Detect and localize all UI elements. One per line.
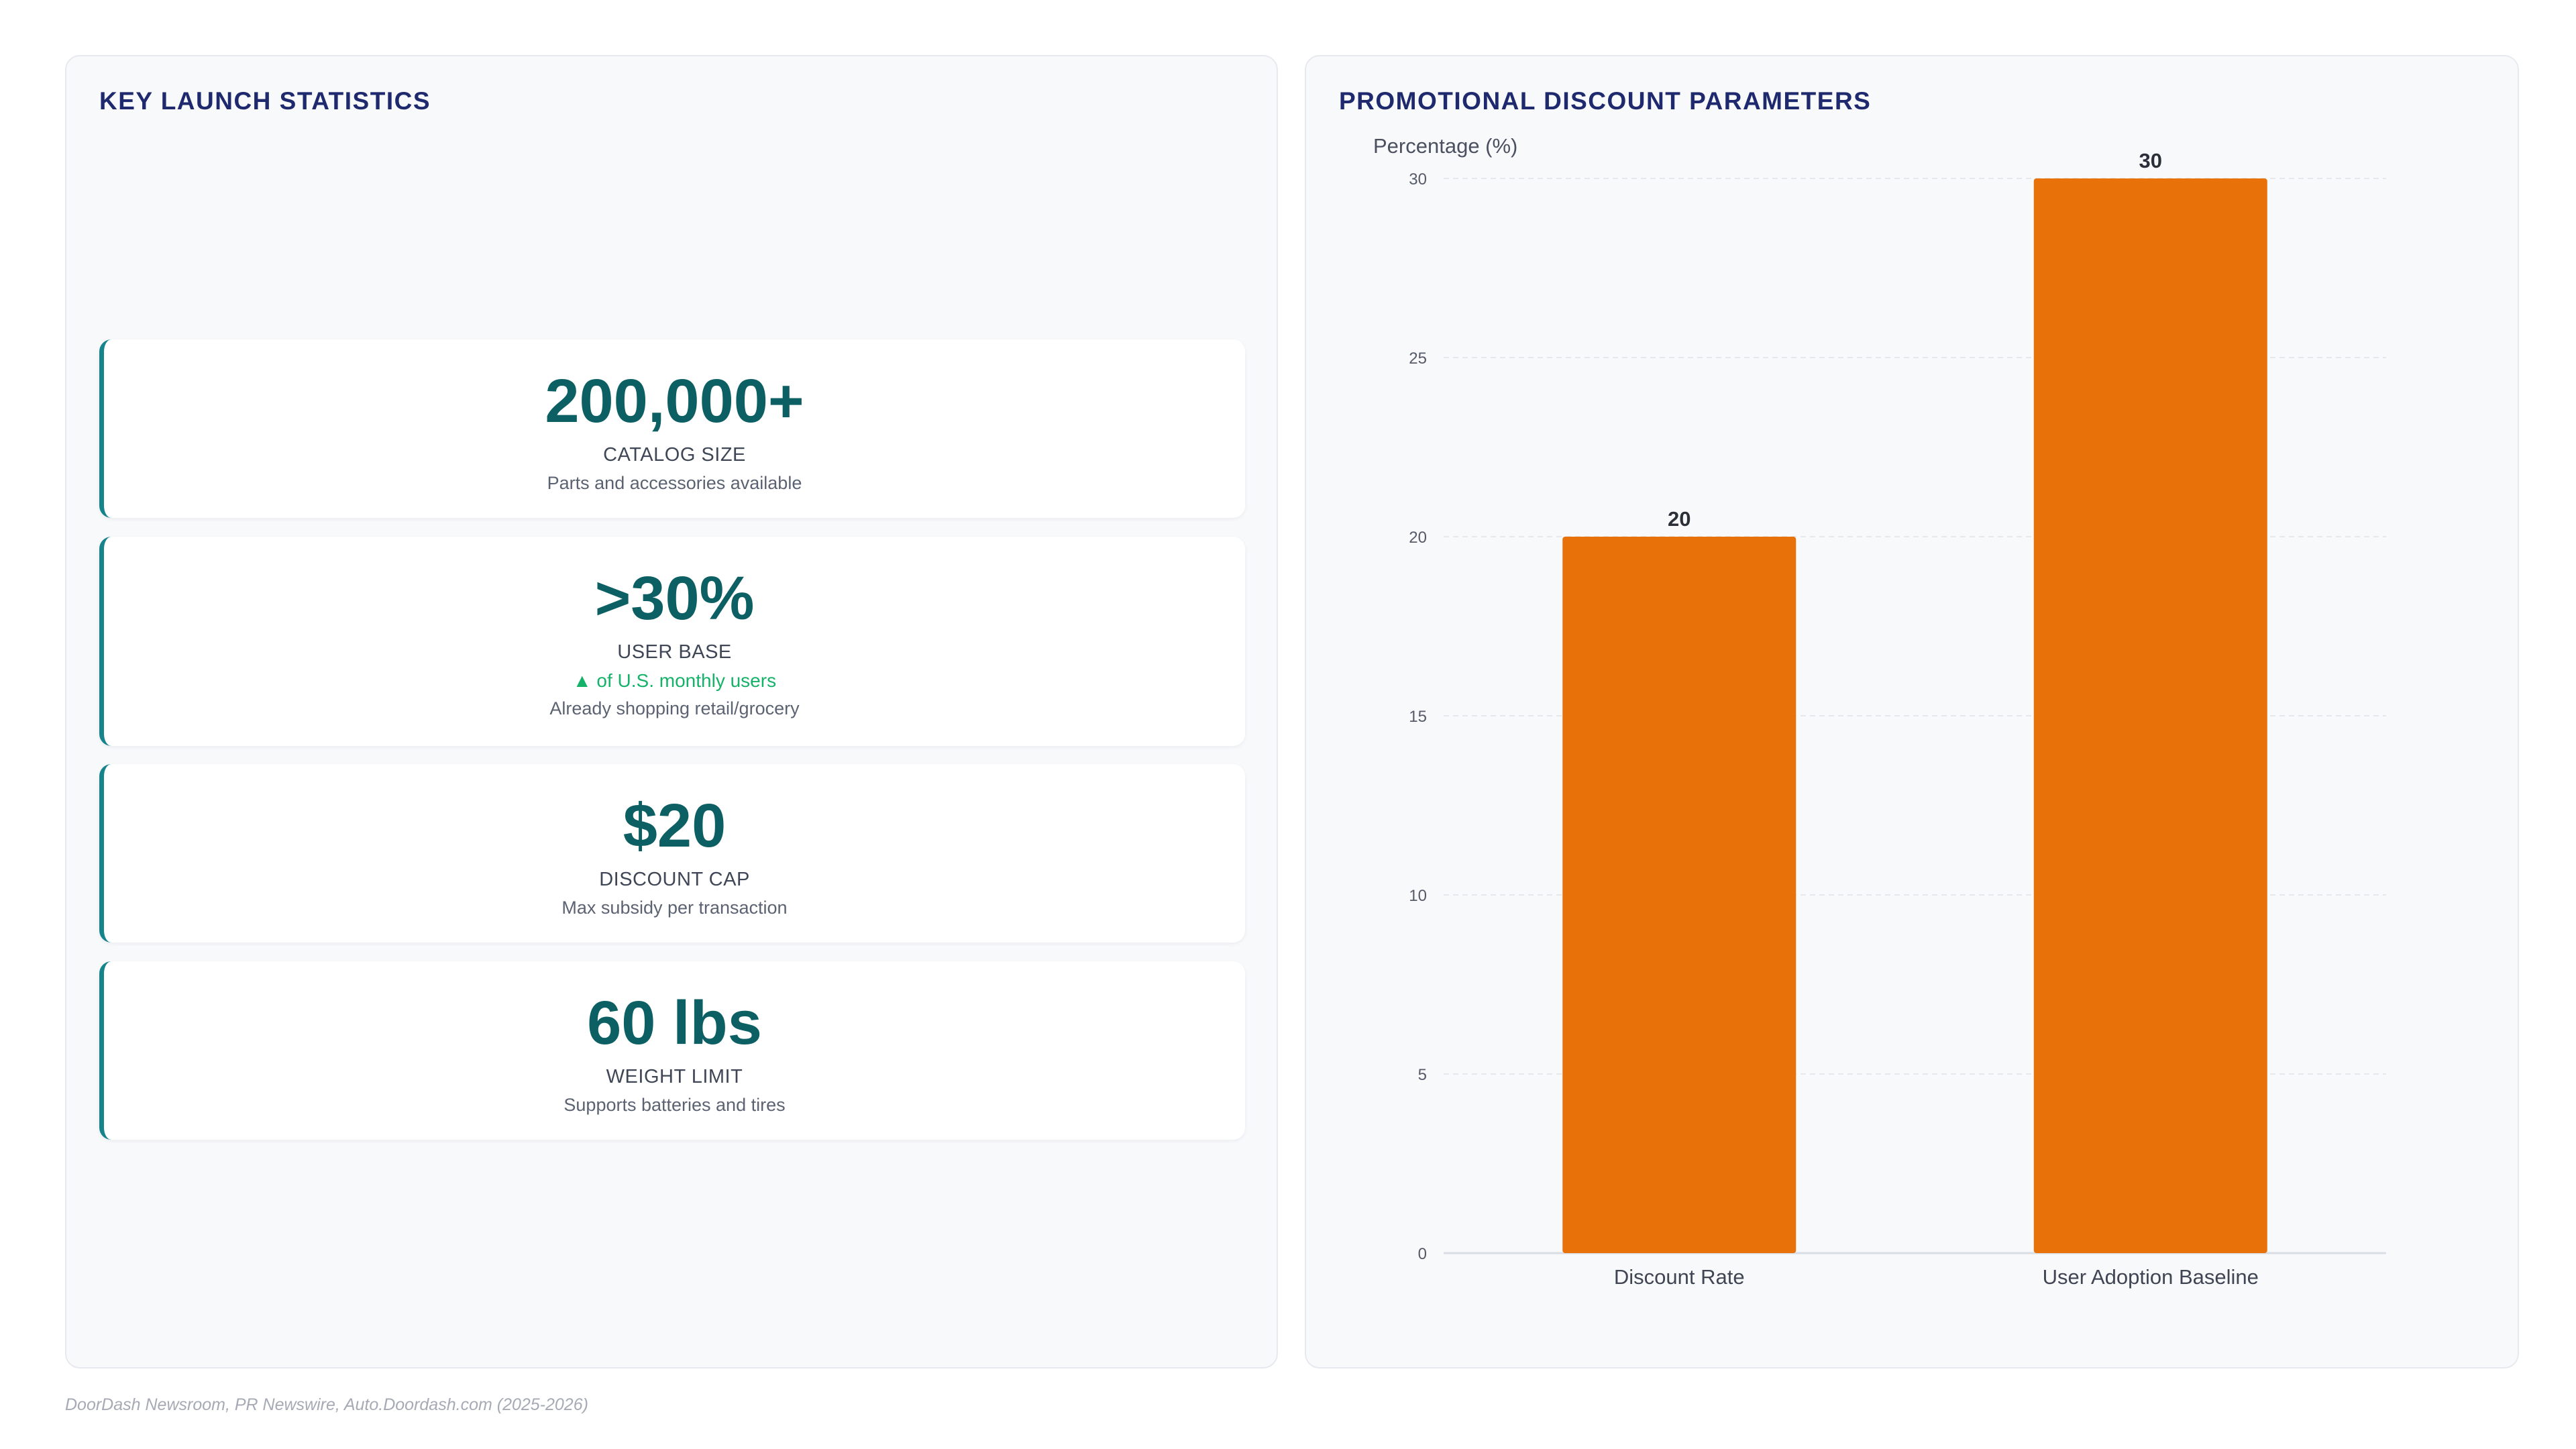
stat-label: USER BASE [617,641,732,663]
y-tick-label: 25 [1409,350,1427,368]
bars [1562,178,2267,1253]
stat-label: WEIGHT LIMIT [606,1066,743,1087]
key-launch-statistics-panel: KEY LAUNCH STATISTICS 200,000+ CATALOG S… [65,55,1278,1368]
data-label: 30 [2139,149,2162,172]
stat-card-catalog-size: 200,000+ CATALOG SIZE Parts and accessor… [99,339,1245,518]
stat-description: Parts and accessories available [547,473,802,493]
bar [2033,178,2267,1253]
bar [1562,537,1796,1253]
stat-card-user-base: >30% USER BASE ▲ of U.S. monthly users A… [99,537,1245,746]
y-axis-ticks: 0 5 10 15 20 25 30 [1409,170,1427,1263]
y-tick-label: 10 [1409,887,1427,905]
y-axis-title: Percentage (%) [1373,134,1517,158]
stat-value: 200,000+ [545,367,804,435]
stat-value: $20 [623,792,727,860]
stat-description: Supports batteries and tires [564,1095,786,1115]
x-axis-categories: Discount Rate User Adoption Baseline [1614,1265,2259,1289]
y-tick-label: 0 [1418,1245,1427,1263]
x-category-label: User Adoption Baseline [2043,1265,2259,1289]
panel-title: KEY LAUNCH STATISTICS [99,87,431,115]
y-tick-label: 5 [1418,1066,1427,1084]
stat-card-weight-limit: 60 lbs WEIGHT LIMIT Supports batteries a… [99,961,1245,1140]
stat-label: CATALOG SIZE [603,444,746,466]
x-category-label: Discount Rate [1614,1265,1745,1289]
panel-title: PROMOTIONAL DISCOUNT PARAMETERS [1339,87,1872,115]
stat-value: >30% [594,564,755,633]
source-footnote: DoorDash Newsroom, PR Newswire, Auto.Doo… [65,1395,588,1414]
y-tick-label: 30 [1409,170,1427,189]
y-tick-label: 20 [1409,529,1427,547]
promotional-discount-panel: PROMOTIONAL DISCOUNT PARAMETERS 0 5 10 15 20… [1305,55,2519,1368]
stat-description: Max subsidy per transaction [561,898,788,918]
y-tick-label: 15 [1409,708,1427,726]
stat-value: 60 lbs [587,989,762,1057]
stat-label: DISCOUNT CAP [599,869,750,890]
stat-description: Already shopping retail/grocery [549,698,800,718]
stat-card-discount-cap: $20 DISCOUNT CAP Max subsidy per transac… [99,764,1245,943]
data-label: 20 [1668,507,1690,531]
stat-trend: ▲ of U.S. monthly users [572,670,777,691]
